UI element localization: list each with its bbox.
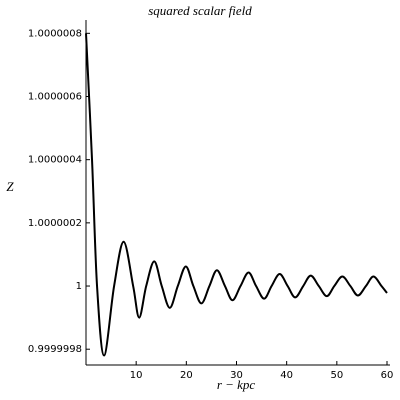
y-tick-label: 1.0000004 [28, 155, 82, 166]
y-axis-label: Z [6, 179, 14, 194]
x-tick-label: 10 [130, 370, 143, 381]
x-tick-label: 20 [180, 370, 193, 381]
x-axis-label: r − kpc [217, 377, 256, 392]
data-line [85, 33, 388, 357]
y-tick-label: 0.9999998 [28, 344, 82, 355]
y-tick-label: 1.0000008 [28, 28, 82, 39]
x-tick-label: 30 [230, 370, 243, 381]
y-tick-label: 1 [76, 281, 82, 292]
x-tick-label: 50 [330, 370, 343, 381]
x-tick-label: 40 [280, 370, 293, 381]
y-tick-label: 1.0000006 [28, 91, 82, 102]
chart-title: squared scalar field [148, 3, 252, 18]
y-tick-label: 1.0000002 [28, 218, 82, 229]
x-tick-label: 60 [381, 370, 394, 381]
